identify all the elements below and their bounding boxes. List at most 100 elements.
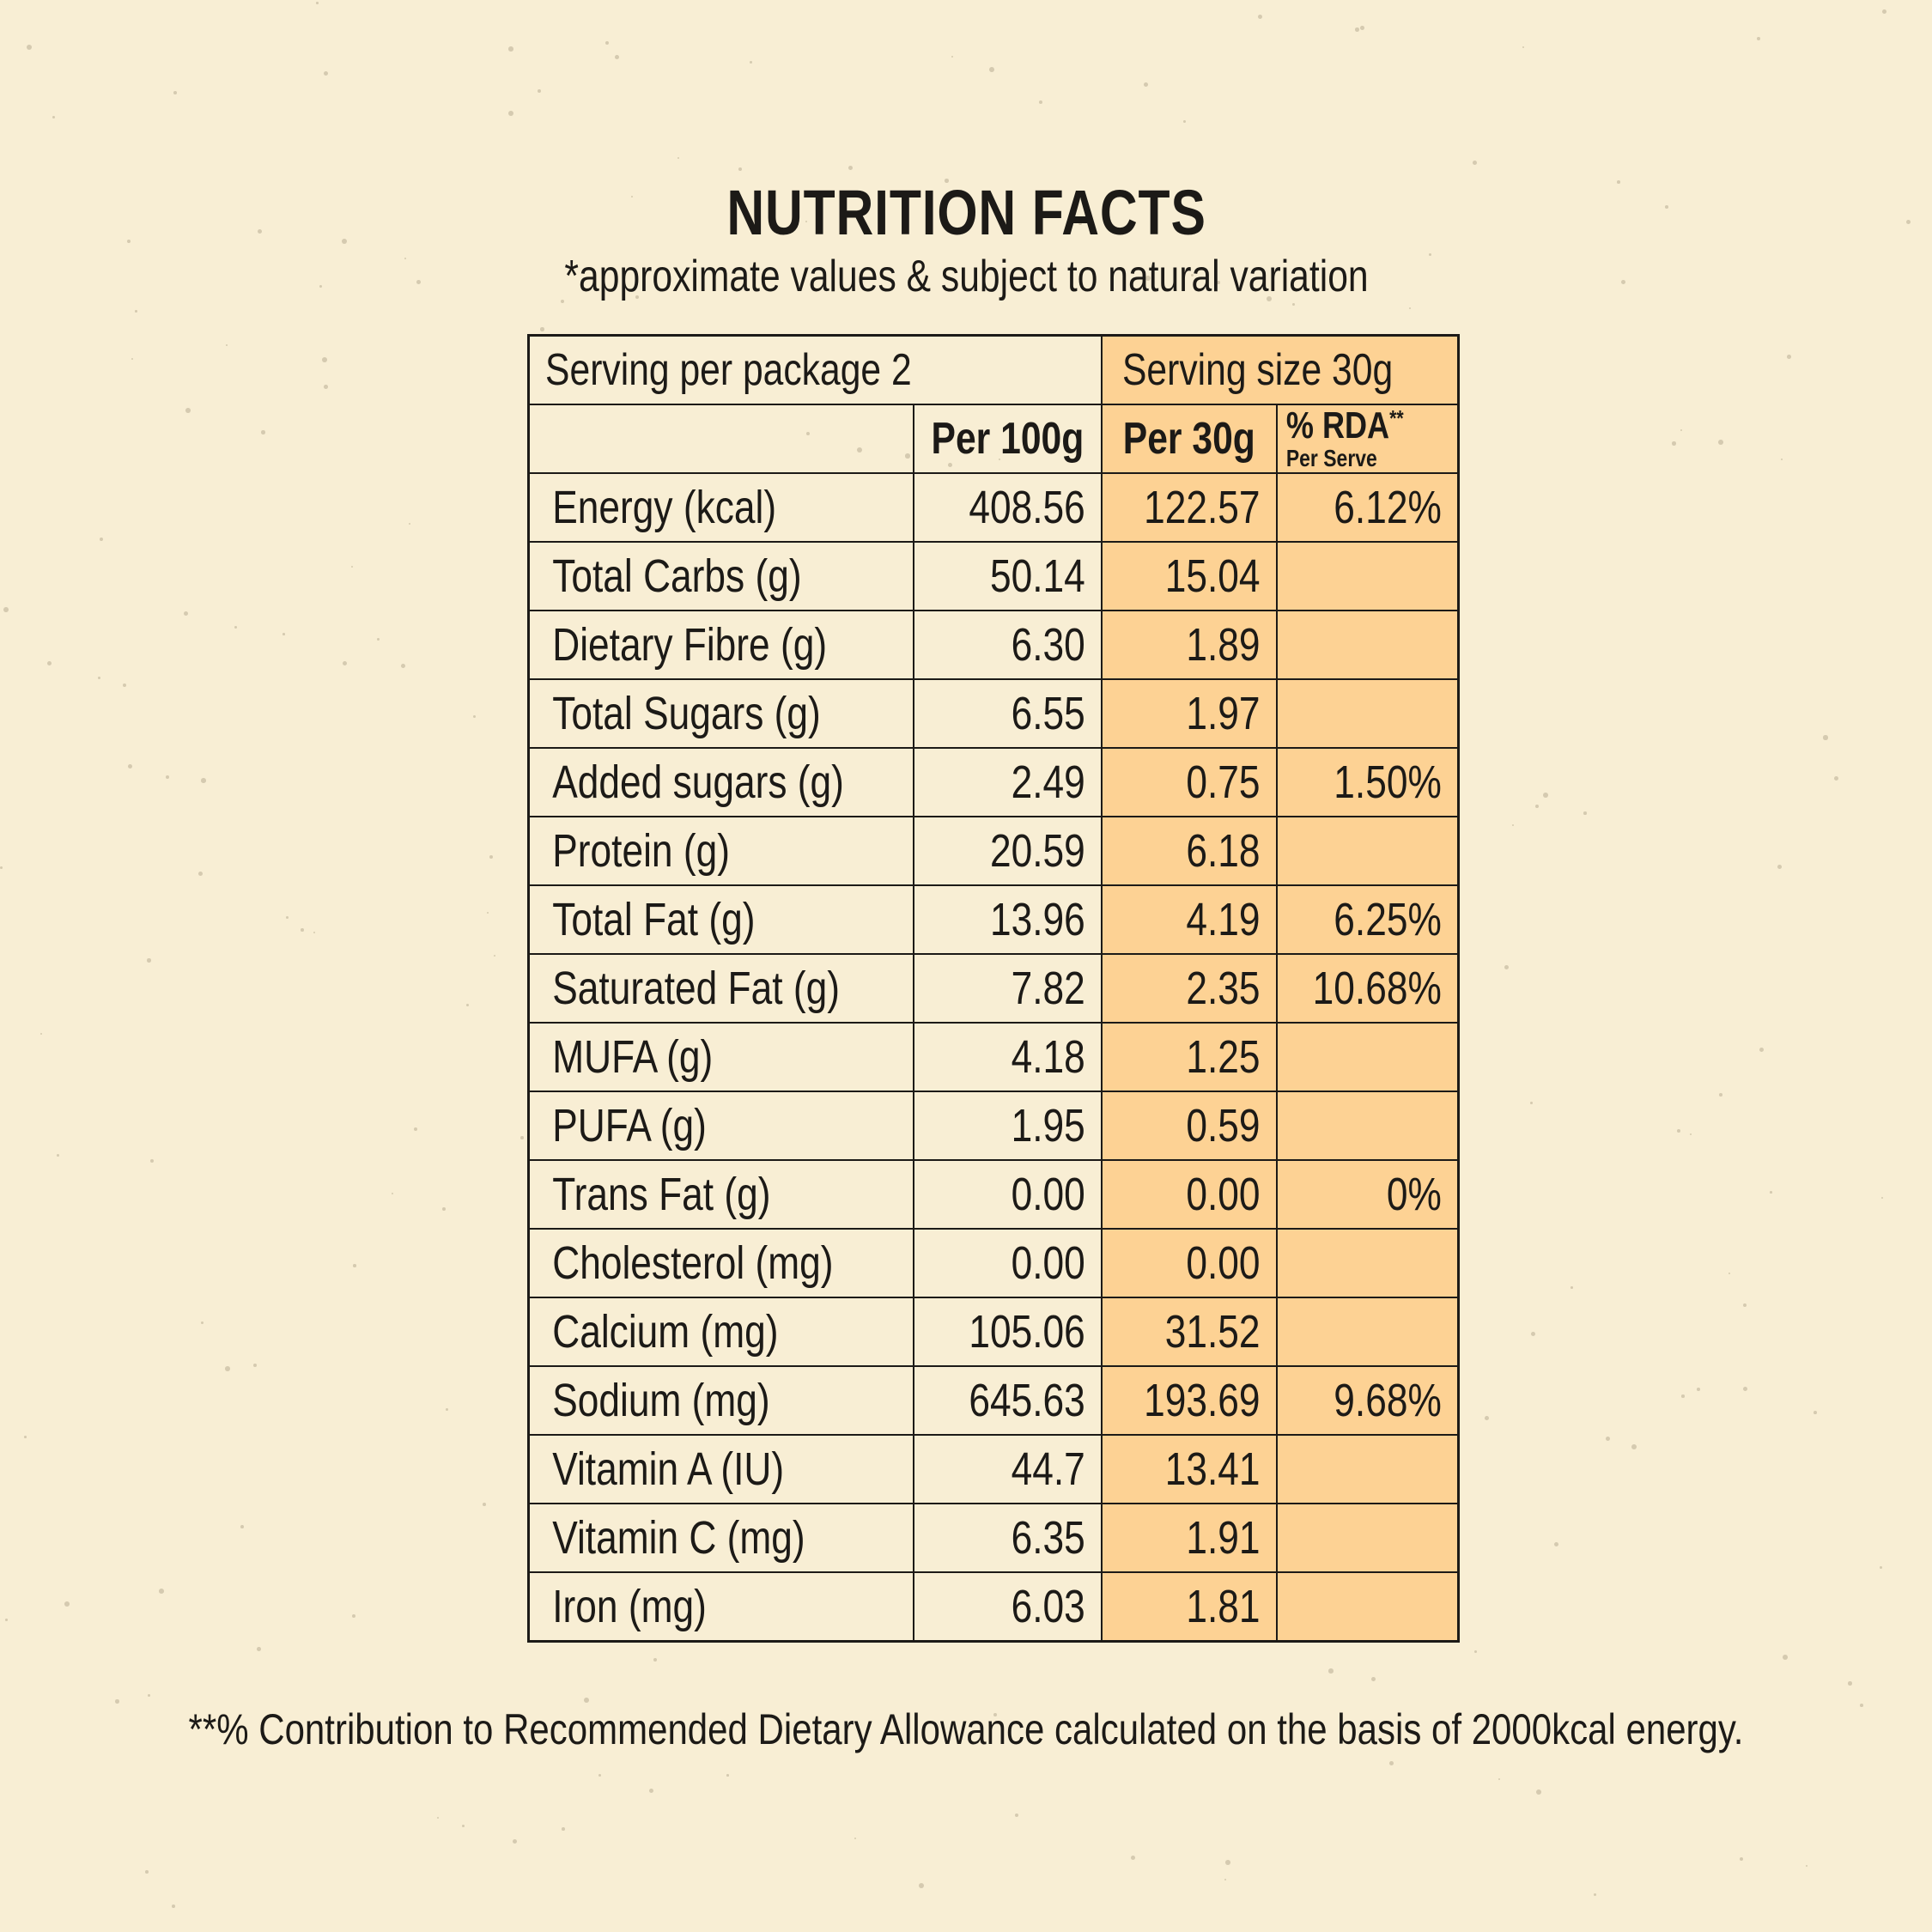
value-per100: 50.14 (990, 550, 1086, 602)
table-row: Trans Fat (g) 0.00 0.00 0% (527, 1159, 1460, 1230)
table-row: Total Sugars (g) 6.55 1.97 (527, 678, 1460, 749)
table-row: MUFA (g) 4.18 1.25 (527, 1022, 1460, 1092)
value-rda-cell (1275, 1228, 1460, 1298)
value-per30-cell: 31.52 (1101, 1297, 1278, 1367)
nutrient-label: PUFA (g) (552, 1100, 707, 1151)
serving-size: Serving size 30g (1122, 345, 1394, 395)
value-per100-cell: 645.63 (913, 1365, 1103, 1436)
value-per30-cell: 1.97 (1101, 678, 1278, 749)
value-per30: 0.00 (1186, 1237, 1261, 1289)
table-row: Dietary Fibre (g) 6.30 1.89 (527, 610, 1460, 680)
value-per30: 6.18 (1186, 825, 1261, 877)
value-per30-cell: 0.00 (1101, 1159, 1278, 1230)
nutrient-label-cell: Total Sugars (g) (527, 678, 915, 749)
value-rda: 9.68% (1333, 1375, 1442, 1426)
nutrient-label-cell: Calcium (mg) (527, 1297, 915, 1367)
value-per30-cell: 13.41 (1101, 1434, 1278, 1504)
header-per100: Per 100g (931, 414, 1084, 464)
header-rda: % RDA** Per Serve (1278, 407, 1425, 471)
nutrient-label-cell: MUFA (g) (527, 1022, 915, 1092)
value-per30-cell: 0.59 (1101, 1091, 1278, 1161)
value-per100-cell: 6.30 (913, 610, 1103, 680)
value-per100: 7.82 (1011, 963, 1086, 1014)
value-per100: 0.00 (1011, 1169, 1086, 1220)
value-per100-cell: 6.55 (913, 678, 1103, 749)
nutrient-label-cell: Energy (kcal) (527, 472, 915, 543)
footnote: **% Contribution to Recommended Dietary … (188, 1705, 1744, 1753)
nutrient-label-cell: Added sugars (g) (527, 747, 915, 817)
value-rda: 6.12% (1333, 482, 1442, 533)
page-subtitle: *approximate values & subject to natural… (564, 252, 1369, 301)
value-per100-cell: 13.96 (913, 884, 1103, 955)
value-per100-cell: 0.00 (913, 1159, 1103, 1230)
value-rda-cell: 6.25% (1275, 884, 1460, 955)
value-rda-cell: 6.12% (1275, 472, 1460, 543)
value-per100: 6.03 (1011, 1581, 1086, 1632)
value-per100-cell: 20.59 (913, 816, 1103, 886)
serving-per-package: Serving per package 2 (545, 345, 912, 395)
value-per30-cell: 6.18 (1101, 816, 1278, 886)
value-per30: 2.35 (1186, 963, 1261, 1014)
nutrient-label-cell: Protein (g) (527, 816, 915, 886)
nutrient-label: Cholesterol (mg) (552, 1237, 834, 1289)
value-per100-cell: 0.00 (913, 1228, 1103, 1298)
value-per30: 0.59 (1186, 1100, 1261, 1151)
nutrient-label-cell: Total Fat (g) (527, 884, 915, 955)
value-per100-cell: 50.14 (913, 541, 1103, 611)
value-per30: 0.75 (1186, 756, 1261, 808)
nutrient-label-cell: Saturated Fat (g) (527, 953, 915, 1024)
nutrient-label: Saturated Fat (g) (552, 963, 840, 1014)
value-per30-cell: 1.89 (1101, 610, 1278, 680)
nutrient-label-cell: Sodium (mg) (527, 1365, 915, 1436)
value-rda-cell (1275, 1022, 1460, 1092)
table-row: Iron (mg) 6.03 1.81 (527, 1571, 1460, 1643)
value-per100: 20.59 (990, 825, 1086, 877)
nutrient-label: Protein (g) (552, 825, 730, 877)
value-per100: 4.18 (1011, 1031, 1086, 1083)
value-rda-cell (1275, 1503, 1460, 1573)
table-row: Energy (kcal) 408.56 122.57 6.12% (527, 472, 1460, 543)
value-per100: 6.55 (1011, 688, 1086, 739)
value-per30: 0.00 (1186, 1169, 1261, 1220)
table-row: Sodium (mg) 645.63 193.69 9.68% (527, 1365, 1460, 1436)
table-row: PUFA (g) 1.95 0.59 (527, 1091, 1460, 1161)
value-per30: 15.04 (1164, 550, 1261, 602)
nutrient-label: Total Carbs (g) (552, 550, 802, 602)
table-row: Protein (g) 20.59 6.18 (527, 816, 1460, 886)
value-per100: 0.00 (1011, 1237, 1086, 1289)
nutrient-label-cell: Vitamin C (mg) (527, 1503, 915, 1573)
value-per100: 1.95 (1011, 1100, 1086, 1151)
value-rda-cell (1275, 816, 1460, 886)
value-rda-cell: 9.68% (1275, 1365, 1460, 1436)
nutrient-label-cell: Trans Fat (g) (527, 1159, 915, 1230)
value-per30-cell: 1.91 (1101, 1503, 1278, 1573)
value-per30: 31.52 (1164, 1306, 1261, 1358)
nutrient-label: Dietary Fibre (g) (552, 619, 828, 671)
value-per100: 2.49 (1011, 756, 1086, 808)
value-per100: 6.35 (1011, 1512, 1086, 1564)
nutrient-label: Vitamin A (IU) (552, 1443, 785, 1495)
value-per100-cell: 2.49 (913, 747, 1103, 817)
value-per100: 13.96 (990, 894, 1086, 945)
value-per30-cell: 122.57 (1101, 472, 1278, 543)
value-per30-cell: 0.75 (1101, 747, 1278, 817)
value-per30: 122.57 (1144, 482, 1261, 533)
value-rda-cell (1275, 1297, 1460, 1367)
value-per100-cell: 105.06 (913, 1297, 1103, 1367)
table-row: Added sugars (g) 2.49 0.75 1.50% (527, 747, 1460, 817)
nutrition-table: Serving per package 2 Serving size 30g P… (527, 334, 1460, 1643)
value-per30-cell: 193.69 (1101, 1365, 1278, 1436)
value-per30: 1.81 (1186, 1581, 1261, 1632)
value-per100-cell: 6.35 (913, 1503, 1103, 1573)
header-per100-cell: Per 100g (913, 404, 1103, 474)
table-row: Total Carbs (g) 50.14 15.04 (527, 541, 1460, 611)
header-per30-cell: Per 30g (1101, 404, 1278, 474)
column-header-row: Per 100g Per 30g % RDA** Per Serve (527, 404, 1460, 474)
value-rda-cell (1275, 1571, 1460, 1643)
value-per100-cell: 7.82 (913, 953, 1103, 1024)
value-rda: 1.50% (1333, 756, 1442, 808)
value-rda-cell (1275, 1091, 1460, 1161)
header-per30: Per 30g (1122, 414, 1255, 464)
table-row: Cholesterol (mg) 0.00 0.00 (527, 1228, 1460, 1298)
value-per100: 44.7 (1011, 1443, 1086, 1495)
